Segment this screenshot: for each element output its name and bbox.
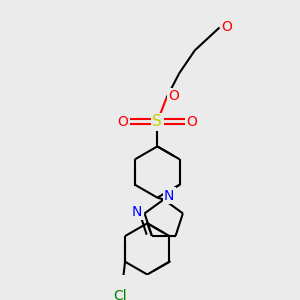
Text: S: S: [152, 114, 162, 129]
Text: O: O: [117, 115, 128, 129]
Text: O: O: [187, 115, 197, 129]
Text: N: N: [164, 189, 174, 203]
Text: O: O: [168, 89, 179, 103]
Text: O: O: [221, 20, 232, 34]
Text: Cl: Cl: [113, 290, 127, 300]
Text: N: N: [132, 205, 142, 219]
